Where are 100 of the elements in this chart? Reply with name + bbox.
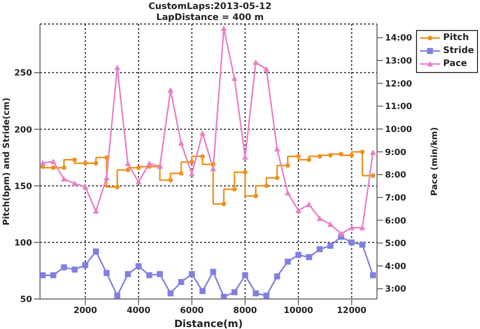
point [360,150,365,154]
point [295,252,302,258]
x-tick-label: 6000 [180,306,204,316]
point [72,158,77,162]
x-tick-label: 10000 [284,306,314,316]
x-tick-label: 4000 [126,306,150,316]
point [94,160,98,166]
point [222,202,226,206]
point [168,87,174,93]
point [168,178,173,182]
point [146,272,152,278]
y2-tick-label: 10:00 [385,124,412,135]
point [242,272,248,278]
point [296,154,301,159]
point [200,288,206,294]
point [263,66,270,72]
y2-tick-label: 6:00 [385,216,406,226]
point [232,186,237,192]
point [124,271,131,278]
point [231,289,238,296]
point [210,166,216,172]
y2-tick-label: 9:00 [385,148,406,158]
point [188,271,195,278]
point [284,258,291,265]
point [82,160,88,166]
legend-label: Pitch [443,33,469,43]
point [114,292,120,299]
point [156,271,163,278]
point [114,184,120,190]
x-tick-label: 8000 [233,306,258,316]
point [348,239,355,246]
point [136,165,141,170]
y2-tick-label: 5:00 [385,239,406,250]
point [274,273,280,280]
point [50,272,56,278]
point [146,160,152,166]
point [188,170,195,176]
point [274,176,280,180]
point [348,224,355,230]
point [124,160,131,166]
point [51,165,56,170]
point [40,160,46,166]
point [316,215,323,221]
point [50,158,56,164]
y2-tick-label: 13:00 [385,56,412,67]
point [178,279,184,286]
y2-tick-label: 14:00 [385,34,412,44]
point [200,154,205,159]
point [92,248,99,254]
point [210,268,216,275]
point [370,173,376,178]
x-tick-label: 2000 [73,306,98,316]
x-tick-label: 12000 [336,306,367,316]
point [200,130,206,136]
point [263,292,270,299]
point [338,152,344,156]
point [168,290,174,296]
point [190,160,194,164]
point [210,162,216,167]
point [317,154,322,159]
point [220,294,227,299]
y2-tick-label: 11:00 [385,102,412,112]
point [306,202,312,208]
y2-axis-title: Pace (min/km) [430,127,440,196]
point [82,184,88,190]
point [253,194,258,198]
point [220,25,227,31]
point [126,168,130,172]
y2-tick-label: 7:00 [385,193,406,204]
chart-title: CustomLaps:2013-05-12 [147,2,272,13]
point [136,263,142,270]
point [274,146,280,152]
legend-label: Stride [443,46,474,56]
point [72,180,78,186]
y2-tick-label: 12:00 [385,79,412,90]
y-tick-label: 250 [14,68,32,79]
point [178,140,184,146]
point [82,262,88,268]
point [328,152,333,158]
point [242,170,248,175]
point [178,171,184,176]
point [295,207,302,213]
point [114,64,120,70]
point [370,272,376,278]
point [136,178,142,184]
point [316,246,323,252]
point [104,174,110,180]
point [306,254,312,260]
y-tick-label: 100 [14,238,32,248]
y2-tick-label: 8:00 [385,170,406,181]
y-tick-label: 200 [14,125,32,136]
point [306,158,312,162]
point [327,221,334,227]
y-tick-label: 150 [14,182,32,192]
point [284,190,291,196]
point [40,272,46,278]
point [370,149,376,155]
point [104,155,109,160]
x-axis-title: Distance(m) [174,319,243,329]
point [252,59,259,65]
